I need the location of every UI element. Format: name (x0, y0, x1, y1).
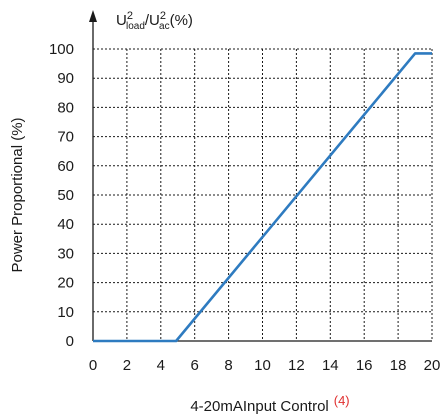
y-tick-label: 20 (57, 275, 74, 292)
x-axis-label: 4-20mAInput Control (4) (190, 393, 349, 415)
y-tick-label: 10 (57, 304, 74, 321)
y-axis-label: Power Proportional (%) (9, 117, 26, 272)
y-tick-label: 30 (57, 245, 74, 262)
y-title-suffix: (%) (170, 12, 193, 29)
y-tick-label: 0 (66, 333, 74, 350)
x-tick-label: 18 (390, 357, 407, 374)
y-tick-label: 70 (57, 129, 74, 146)
y-tick-label: 100 (49, 41, 74, 58)
y-axis-unit-title: U2 load/U2 ac(%) (116, 10, 193, 32)
x-tick-label: 4 (157, 357, 165, 374)
x-tick-labels: 0 2 4 6 8 10 12 14 16 18 20 (89, 357, 441, 374)
series-layer (93, 52, 432, 343)
x-tick-label: 12 (288, 357, 305, 374)
y-tick-labels: 0 10 20 30 40 50 60 70 80 90 100 (49, 41, 74, 350)
x-tick-label: 16 (356, 357, 373, 374)
y-tick-label: 80 (57, 99, 74, 116)
y-tick-label: 50 (57, 187, 74, 204)
y-tick-label: 40 (57, 216, 74, 233)
power-line (93, 52, 432, 343)
x-tick-label: 8 (224, 357, 232, 374)
x-axis-label-text: 4-20mAInput Control (190, 398, 328, 415)
y-axis-arrow (89, 10, 97, 22)
y-title-base-2: U (149, 12, 160, 29)
y-title-slash: / (145, 12, 150, 29)
y-title-sup-1: 2 (127, 10, 133, 22)
y-title-sup-2: 2 (160, 10, 166, 22)
x-tick-label: 6 (191, 357, 199, 374)
y-title-sub-2: ac (159, 21, 170, 32)
x-tick-label: 10 (254, 357, 271, 374)
y-tick-label: 60 (57, 158, 74, 175)
grid-lines (93, 48, 433, 341)
y-title-base-1: U (116, 12, 127, 29)
x-tick-label: 0 (89, 357, 97, 374)
x-tick-label: 14 (322, 357, 339, 374)
axes (89, 10, 432, 342)
x-tick-label: 20 (424, 357, 441, 374)
x-axis-label-note: (4) (334, 393, 350, 408)
x-tick-label: 2 (123, 357, 131, 374)
y-tick-label: 90 (57, 70, 74, 87)
y-title-sub-1: load (126, 21, 145, 32)
